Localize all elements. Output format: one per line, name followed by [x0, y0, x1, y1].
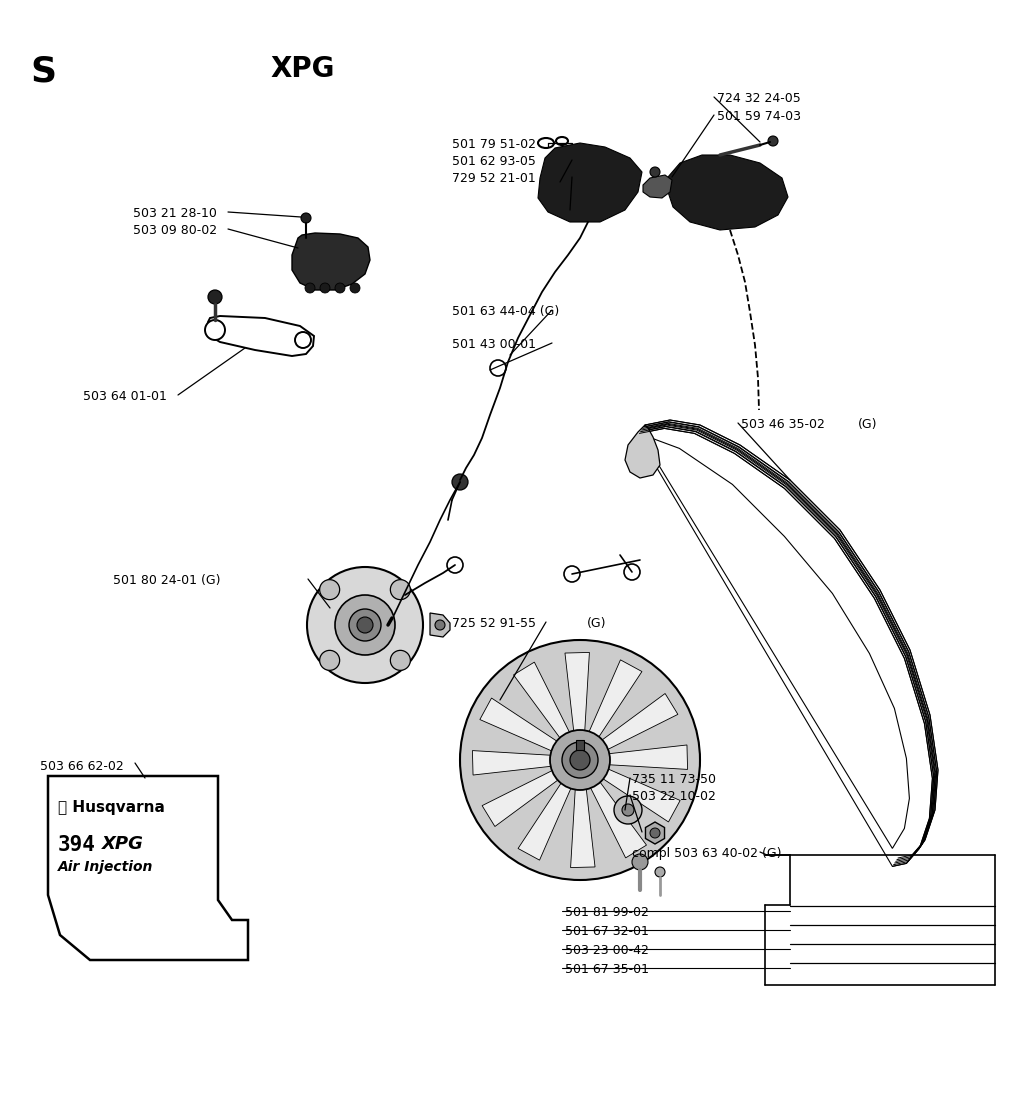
Text: (G): (G) — [858, 418, 878, 432]
Circle shape — [447, 557, 463, 573]
Circle shape — [655, 867, 665, 877]
Polygon shape — [48, 776, 248, 960]
Text: 501 81 99-02: 501 81 99-02 — [565, 906, 649, 919]
Circle shape — [650, 828, 660, 838]
Text: 503 66 62-02: 503 66 62-02 — [40, 760, 124, 773]
Text: 735 11 73-50: 735 11 73-50 — [632, 773, 716, 786]
Circle shape — [624, 564, 640, 580]
Text: 724 32 24-05: 724 32 24-05 — [717, 92, 801, 105]
Circle shape — [650, 167, 660, 177]
Circle shape — [452, 474, 468, 490]
Circle shape — [319, 650, 340, 671]
Text: 501 80 24-01 (G): 501 80 24-01 (G) — [113, 574, 220, 587]
Circle shape — [632, 854, 648, 870]
Polygon shape — [645, 421, 938, 858]
Polygon shape — [645, 822, 665, 844]
Text: 503 46 35-02: 503 46 35-02 — [741, 418, 825, 432]
Circle shape — [435, 620, 445, 630]
Polygon shape — [643, 175, 672, 198]
Text: 503 21 28-10: 503 21 28-10 — [133, 208, 217, 220]
Polygon shape — [601, 769, 680, 822]
Text: 503 64 01-01: 503 64 01-01 — [83, 390, 167, 403]
Polygon shape — [482, 770, 559, 827]
Circle shape — [357, 617, 373, 634]
Circle shape — [335, 283, 345, 293]
Polygon shape — [570, 787, 595, 867]
Text: 501 79 51-02: 501 79 51-02 — [452, 138, 536, 152]
Text: 501 62 93-05: 501 62 93-05 — [452, 155, 536, 168]
Text: 501 67 32-01: 501 67 32-01 — [565, 925, 649, 938]
Polygon shape — [639, 428, 933, 866]
Polygon shape — [565, 652, 590, 732]
Polygon shape — [430, 613, 450, 637]
Text: 501 59 74-03: 501 59 74-03 — [717, 110, 801, 123]
Circle shape — [614, 796, 642, 824]
Text: ⓗ Husqvarna: ⓗ Husqvarna — [58, 800, 165, 815]
Circle shape — [307, 567, 423, 683]
Polygon shape — [642, 424, 935, 862]
Polygon shape — [607, 744, 687, 770]
Text: Air Injection: Air Injection — [58, 860, 154, 874]
Circle shape — [622, 804, 634, 816]
Circle shape — [349, 609, 381, 641]
Text: 501 63 44-04 (G): 501 63 44-04 (G) — [452, 305, 559, 318]
Text: 503 22 10-02: 503 22 10-02 — [632, 789, 716, 803]
Polygon shape — [518, 782, 571, 860]
Polygon shape — [668, 155, 788, 229]
Polygon shape — [575, 740, 584, 750]
Circle shape — [390, 650, 411, 671]
Circle shape — [335, 595, 395, 656]
Text: 501 43 00-01: 501 43 00-01 — [452, 338, 536, 351]
Circle shape — [768, 136, 778, 146]
Circle shape — [205, 320, 225, 340]
Circle shape — [350, 283, 360, 293]
Circle shape — [550, 730, 610, 789]
Polygon shape — [590, 781, 646, 858]
Text: 503 23 00-42: 503 23 00-42 — [565, 944, 649, 957]
Text: XPG: XPG — [102, 834, 144, 853]
Circle shape — [460, 640, 700, 879]
Text: (G): (G) — [587, 617, 606, 630]
Polygon shape — [513, 662, 570, 739]
Text: 501 67 35-01: 501 67 35-01 — [565, 963, 649, 976]
Circle shape — [295, 332, 311, 348]
Text: 725 52 91-55: 725 52 91-55 — [452, 617, 536, 630]
Circle shape — [564, 565, 580, 582]
Circle shape — [562, 742, 598, 778]
Polygon shape — [644, 422, 937, 860]
Polygon shape — [472, 751, 553, 775]
Polygon shape — [601, 694, 678, 750]
Text: 729 52 21-01: 729 52 21-01 — [452, 172, 536, 184]
Circle shape — [570, 750, 590, 770]
Polygon shape — [589, 660, 642, 739]
Polygon shape — [292, 233, 370, 290]
Text: compl 503 63 40-02 (G): compl 503 63 40-02 (G) — [632, 847, 781, 860]
Polygon shape — [625, 425, 660, 478]
Text: XPG: XPG — [270, 55, 335, 83]
Text: 394: 394 — [58, 834, 96, 855]
Text: 503 09 80-02: 503 09 80-02 — [133, 224, 217, 237]
Circle shape — [208, 290, 222, 304]
Text: S: S — [30, 55, 56, 89]
Circle shape — [301, 213, 311, 223]
Circle shape — [319, 580, 340, 600]
Polygon shape — [207, 316, 314, 356]
Polygon shape — [480, 698, 558, 752]
Polygon shape — [641, 426, 934, 864]
Circle shape — [305, 283, 315, 293]
Circle shape — [319, 283, 330, 293]
Circle shape — [490, 360, 506, 376]
Polygon shape — [538, 143, 642, 222]
Circle shape — [390, 580, 411, 600]
